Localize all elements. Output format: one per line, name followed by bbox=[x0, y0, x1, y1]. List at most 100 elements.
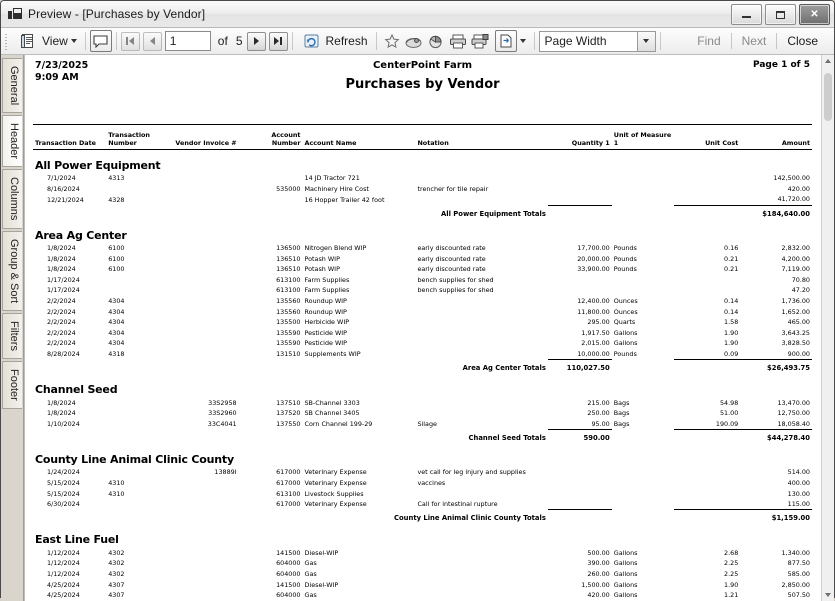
sidebar-item-columns[interactable]: Columns bbox=[2, 169, 22, 228]
cell-date: 1/12/2024 bbox=[33, 569, 106, 580]
cell-account: 141500 bbox=[239, 547, 303, 558]
cell-account: 136510 bbox=[239, 253, 303, 264]
cell-uom: Gallons bbox=[612, 590, 674, 601]
cell-amount: 4,200.00 bbox=[740, 253, 812, 264]
cell-qty: 33,900.00 bbox=[548, 264, 612, 275]
cell-account: 535000 bbox=[239, 184, 303, 195]
cell-uom: Gallons bbox=[612, 338, 674, 349]
next-button[interactable]: Next bbox=[732, 34, 777, 48]
group-totals-quantity bbox=[548, 205, 612, 220]
export-file-icon bbox=[495, 30, 517, 52]
maximize-button[interactable] bbox=[765, 4, 796, 25]
sidebar-item-filters[interactable]: Filters bbox=[2, 313, 22, 359]
vertical-scrollbar[interactable] bbox=[821, 55, 834, 601]
cell-date: 1/12/2024 bbox=[33, 558, 106, 569]
last-page-button[interactable] bbox=[269, 32, 288, 51]
cell-cost: 1.90 bbox=[674, 338, 740, 349]
report-page-area: 7/23/2025 9:09 AM CenterPoint Farm Purch… bbox=[24, 55, 834, 601]
report-table-head: Transaction Date Transaction Number Vend… bbox=[33, 125, 812, 150]
group-name: Area Ag Center bbox=[33, 220, 812, 243]
zoom-select[interactable]: Page Width bbox=[539, 31, 638, 52]
cell-amount: 585.00 bbox=[740, 569, 812, 580]
cell-account: 604000 bbox=[239, 558, 303, 569]
cell-account-name: Gas bbox=[303, 590, 416, 601]
cell-invoice bbox=[172, 173, 238, 184]
cell-account-name: Diesel-WIP bbox=[303, 579, 416, 590]
print-setup-icon[interactable] bbox=[469, 30, 491, 52]
cell-number: 4304 bbox=[106, 328, 172, 339]
cell-amount: 877.50 bbox=[740, 558, 812, 569]
close-button[interactable]: ✕ bbox=[799, 4, 830, 25]
page-number-input[interactable]: 1 bbox=[165, 31, 211, 51]
of-label: of bbox=[218, 34, 228, 48]
cell-uom bbox=[612, 467, 674, 478]
minimize-button[interactable] bbox=[731, 4, 762, 25]
cell-uom: Gallons bbox=[612, 579, 674, 590]
email-icon[interactable] bbox=[403, 30, 425, 52]
cell-account: 135500 bbox=[239, 317, 303, 328]
cell-account-name: Supplements WIP bbox=[303, 349, 416, 360]
sidebar-item-group-and-sort[interactable]: Group & Sort bbox=[2, 231, 22, 311]
cell-account-name: Veterinary Expense bbox=[303, 478, 416, 489]
sidebar-item-header[interactable]: Header bbox=[2, 115, 22, 167]
cell-cost: 54.98 bbox=[674, 397, 740, 408]
cell-date: 1/12/2024 bbox=[33, 547, 106, 558]
cell-account: 136500 bbox=[239, 243, 303, 254]
cell-account: 137520 bbox=[239, 408, 303, 419]
cell-invoice bbox=[172, 579, 238, 590]
col-notation: Notation bbox=[415, 125, 547, 150]
scroll-up-button[interactable] bbox=[822, 55, 834, 67]
cell-notation bbox=[415, 338, 547, 349]
find-button[interactable]: Find bbox=[687, 34, 730, 48]
cell-qty bbox=[548, 275, 612, 286]
sidebar-item-general[interactable]: General bbox=[2, 58, 22, 113]
group-header-row: Area Ag Center bbox=[33, 220, 812, 243]
group-name: East Line Fuel bbox=[33, 524, 812, 547]
close-report-button[interactable]: Close bbox=[777, 34, 828, 48]
group-header-row: All Power Equipment bbox=[33, 150, 812, 174]
previous-page-button[interactable] bbox=[143, 32, 162, 51]
zoom-dropdown-arrow[interactable] bbox=[637, 31, 656, 52]
toolbar-right-group: Find Next Close bbox=[687, 33, 828, 49]
export-button[interactable] bbox=[491, 30, 530, 52]
next-page-button[interactable] bbox=[247, 32, 266, 51]
scrollbar-thumb[interactable] bbox=[824, 73, 832, 121]
first-page-button[interactable] bbox=[121, 32, 140, 51]
scroll-down-button[interactable] bbox=[822, 589, 834, 601]
cell-date: 7/1/2024 bbox=[33, 173, 106, 184]
cell-qty: 17,700.00 bbox=[548, 243, 612, 254]
cell-date: 1/8/2024 bbox=[33, 408, 106, 419]
sidebar-item-footer[interactable]: Footer bbox=[2, 361, 22, 409]
annotation-icon[interactable] bbox=[90, 30, 112, 52]
cell-qty bbox=[548, 173, 612, 184]
cell-number bbox=[106, 285, 172, 296]
toolbar-grip[interactable] bbox=[4, 32, 10, 50]
window-title: Preview - [Purchases by Vendor] bbox=[28, 7, 205, 21]
cell-invoice bbox=[172, 243, 238, 254]
chart-export-icon[interactable] bbox=[425, 30, 447, 52]
toolbar-separator bbox=[292, 32, 293, 50]
chevron-down-icon[interactable] bbox=[71, 39, 77, 43]
cell-qty: 1,500.00 bbox=[548, 579, 612, 590]
chevron-down-icon[interactable] bbox=[520, 39, 526, 43]
cell-invoice bbox=[172, 349, 238, 360]
cell-amount: 130.00 bbox=[740, 488, 812, 499]
cell-number: 6100 bbox=[106, 264, 172, 275]
cell-invoice bbox=[172, 285, 238, 296]
cell-account-name: Pesticide WIP bbox=[303, 338, 416, 349]
refresh-button[interactable]: Refresh bbox=[297, 30, 372, 52]
view-button[interactable]: View bbox=[13, 30, 81, 52]
cell-account-name: Machinery Hire Cost bbox=[303, 184, 416, 195]
print-icon[interactable] bbox=[447, 30, 469, 52]
toolbar-separator bbox=[85, 32, 86, 50]
cell-date: 4/25/2024 bbox=[33, 590, 106, 601]
cell-amount: 465.00 bbox=[740, 317, 812, 328]
cell-account-name: Livestock Supplies bbox=[303, 488, 416, 499]
star-icon[interactable] bbox=[381, 30, 403, 52]
